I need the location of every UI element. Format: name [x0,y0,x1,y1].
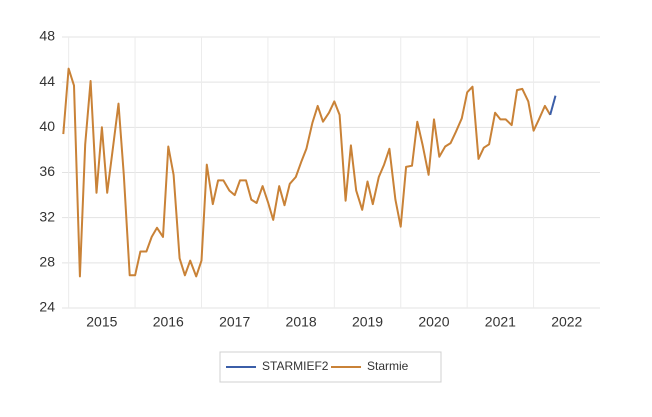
y-tick-label: 44 [39,73,55,89]
y-tick-label: 32 [39,208,55,224]
y-tick-label: 40 [39,118,55,134]
legend-label: STARMIEF2 [262,359,329,373]
x-tick-label: 2016 [153,314,184,330]
y-tick-label: 36 [39,163,55,179]
series-line [62,67,552,278]
x-tick-label: 2015 [86,314,117,330]
x-tick-label: 2020 [418,314,449,330]
legend-box [219,351,442,383]
y-tick-label: 24 [39,299,55,315]
y-tick-label: 48 [39,28,55,44]
x-tick-label: 2022 [551,314,582,330]
legend-label: Starmie [367,359,409,373]
y-tick-label: 28 [39,254,55,270]
series-line [549,95,557,116]
x-tick-label: 2019 [352,314,383,330]
x-tick-label: 2021 [485,314,516,330]
x-tick-label: 2018 [286,314,317,330]
x-tick-label: 2017 [219,314,250,330]
